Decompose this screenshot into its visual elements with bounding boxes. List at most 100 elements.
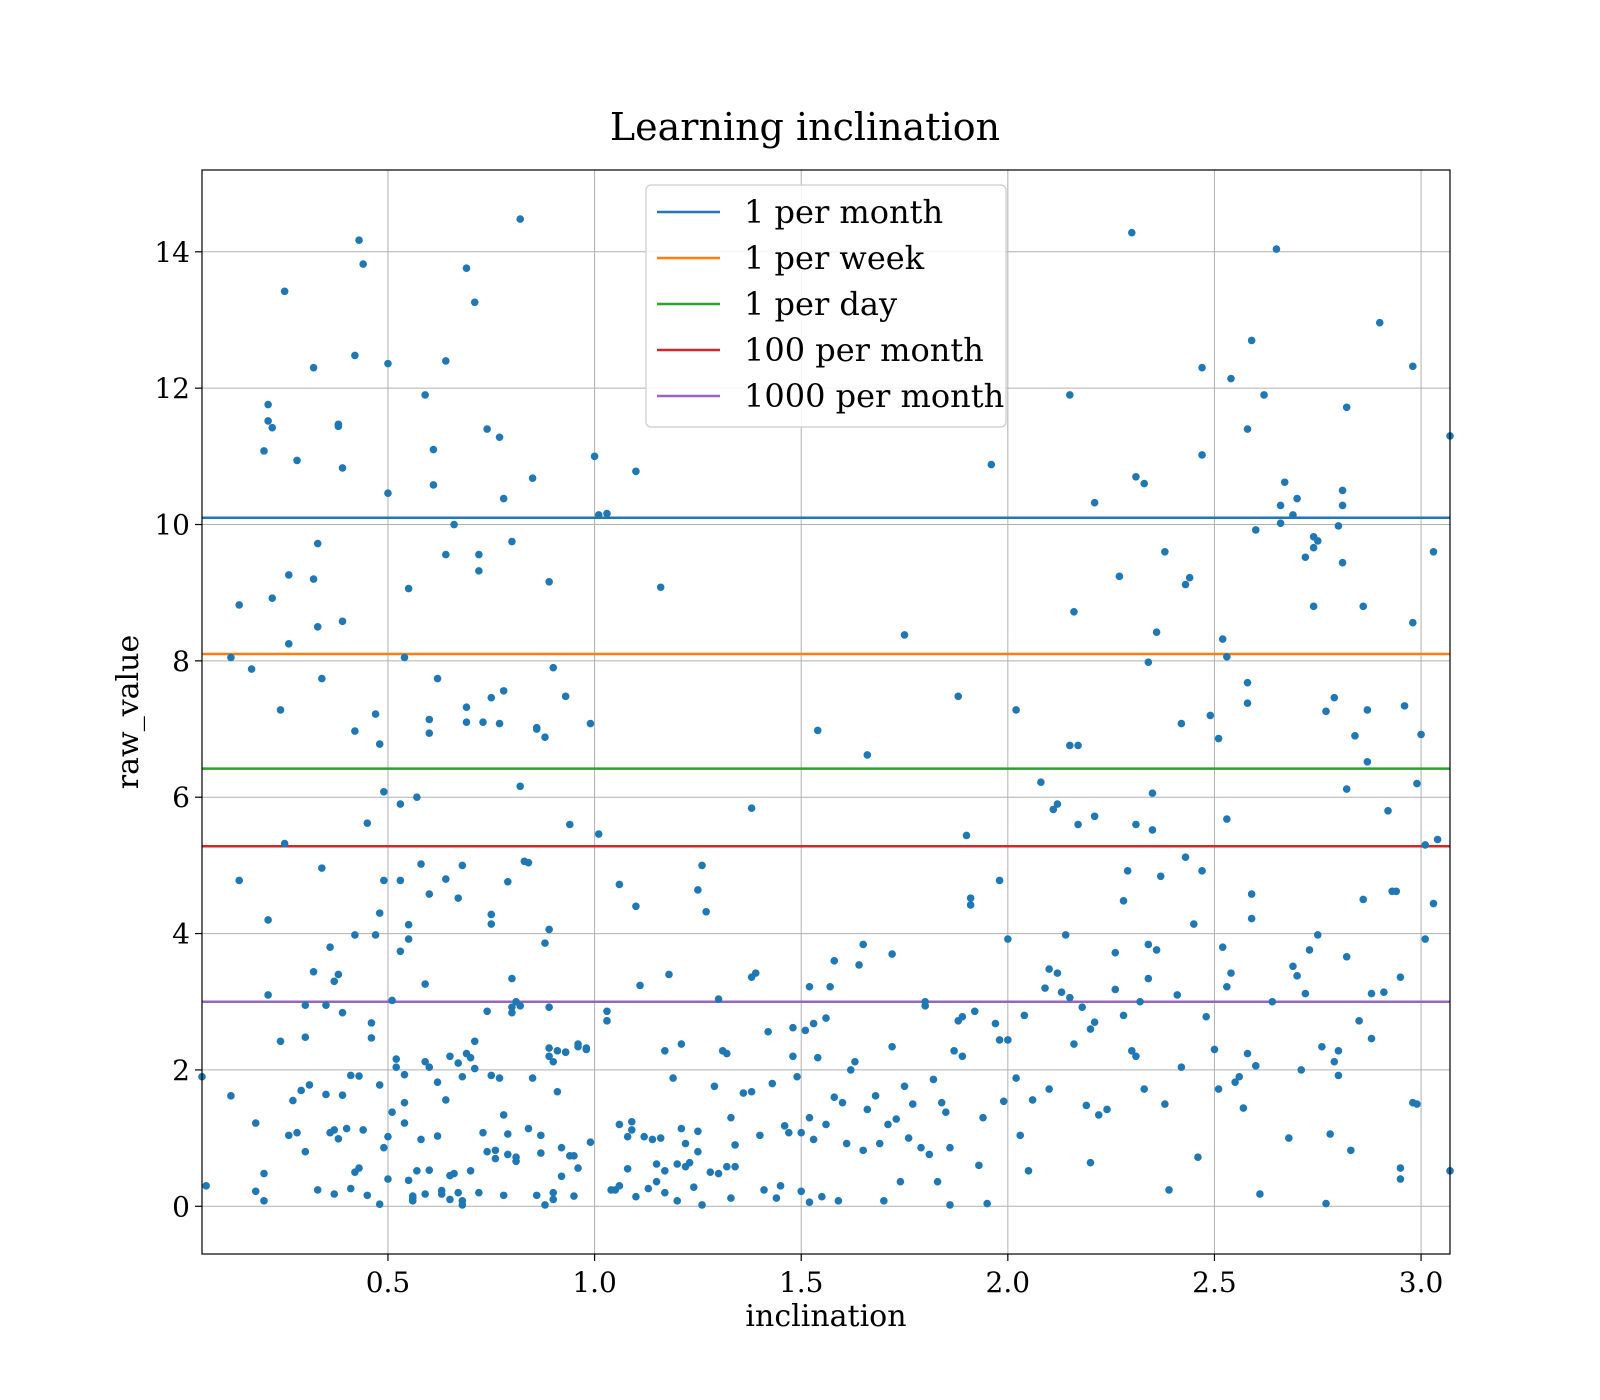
data-point (1363, 757, 1372, 766)
data-point (421, 391, 429, 399)
data-point (557, 1172, 566, 1181)
data-point (1330, 1057, 1339, 1066)
data-point (499, 687, 508, 695)
data-point (417, 860, 425, 868)
data-point (1090, 812, 1099, 821)
data-point (892, 1115, 901, 1123)
data-point (1251, 1062, 1260, 1070)
data-point (466, 1053, 475, 1062)
data-point (260, 1197, 268, 1205)
threshold-lines (202, 516, 1450, 1003)
data-point (330, 977, 339, 986)
data-point (723, 1162, 731, 1171)
data-point (987, 460, 996, 469)
data-point (656, 1134, 665, 1142)
y-axis-label: raw_value (111, 635, 146, 789)
data-point (970, 1007, 979, 1016)
y-tick-label: 14 (154, 236, 190, 269)
data-point (421, 980, 429, 988)
data-point (268, 423, 277, 432)
data-point (458, 1072, 467, 1081)
x-axis-label: inclination (745, 1299, 906, 1334)
data-point (1066, 993, 1074, 1002)
data-point (723, 1049, 731, 1058)
data-point (516, 215, 524, 223)
data-point (570, 1152, 578, 1160)
data-point (549, 1057, 558, 1066)
data-point (1094, 1111, 1103, 1119)
data-point (392, 1063, 401, 1071)
data-point (1330, 693, 1339, 702)
data-point (1293, 972, 1301, 980)
data-point (1202, 1012, 1210, 1021)
data-point (318, 674, 326, 683)
data-point (603, 509, 611, 518)
data-point (1218, 635, 1227, 643)
data-point (706, 1168, 715, 1176)
data-point (499, 1111, 508, 1119)
data-point (512, 1157, 520, 1166)
data-point (1227, 969, 1235, 977)
data-point (1066, 391, 1074, 399)
legend: 1 per month 1 per week 1 per day 100 per mo… (645, 184, 1007, 428)
data-point (789, 1023, 797, 1032)
data-point (760, 1186, 768, 1194)
data-point (888, 1042, 896, 1051)
data-point (1409, 362, 1417, 371)
data-point (1413, 779, 1421, 788)
data-point (313, 1186, 322, 1194)
data-point (1396, 1164, 1405, 1172)
data-point (1342, 403, 1351, 412)
data-point (301, 1147, 310, 1156)
data-point (363, 1191, 372, 1200)
data-point (1272, 245, 1281, 253)
data-point (1148, 789, 1157, 797)
data-point (582, 1045, 591, 1054)
data-point (388, 996, 396, 1005)
legend-entry: 1 per month (744, 193, 943, 231)
data-point (1347, 1146, 1355, 1155)
data-point (1177, 1063, 1186, 1071)
data-point (1111, 985, 1120, 994)
data-point (433, 674, 442, 683)
data-point (1334, 522, 1343, 530)
data-point (1161, 1100, 1169, 1108)
data-point (1214, 1085, 1223, 1093)
data-point (805, 982, 814, 991)
data-point (1409, 618, 1417, 627)
data-point (1057, 988, 1066, 997)
data-point (251, 1187, 260, 1196)
data-point (1090, 498, 1099, 507)
data-point (1078, 1003, 1087, 1012)
data-point (793, 1072, 801, 1081)
data-point (731, 1162, 739, 1171)
data-point (859, 1146, 867, 1155)
data-point (1066, 741, 1074, 750)
data-point (797, 1187, 806, 1196)
data-point (421, 1057, 429, 1066)
data-point (921, 997, 929, 1006)
data-point (330, 1190, 339, 1198)
data-point (1305, 946, 1314, 954)
data-point (1218, 943, 1227, 952)
data-point (797, 1128, 806, 1137)
data-point (1338, 558, 1347, 567)
data-point (264, 400, 272, 409)
data-point (1132, 472, 1140, 481)
data-point (875, 1139, 884, 1148)
data-point (1392, 887, 1401, 896)
data-point (1359, 895, 1368, 904)
data-point (1342, 952, 1351, 961)
data-point (789, 1052, 797, 1061)
y-tick-label: 2 (172, 1054, 190, 1087)
data-point (264, 916, 272, 924)
data-point (462, 703, 471, 712)
data-point (1132, 1052, 1140, 1061)
data-point (322, 1001, 330, 1009)
data-point (293, 456, 301, 465)
data-point (524, 858, 533, 867)
data-point (958, 1012, 967, 1021)
data-point (946, 1201, 954, 1209)
data-point (1123, 867, 1132, 875)
